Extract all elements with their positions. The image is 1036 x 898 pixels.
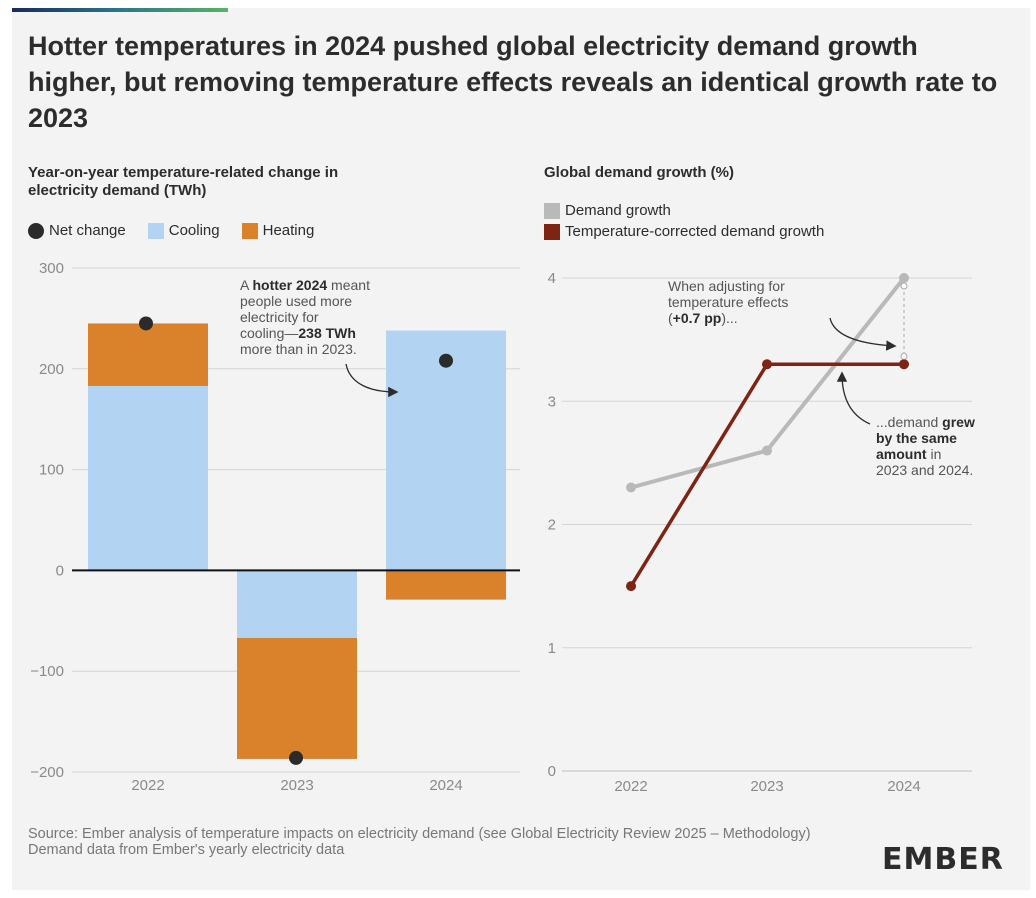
right-y-tick-label: 4 (548, 270, 556, 287)
right-annotation-top-segment: )... (721, 310, 737, 326)
net-change-dot-2023 (289, 750, 303, 765)
right-annotation-bottom-segment: in (927, 446, 942, 462)
right-annotation-bottom-segment: ...demand (876, 414, 942, 430)
left-y-tick-label: −100 (30, 663, 64, 680)
net-change-dot-2024 (439, 353, 453, 368)
left-y-tick-label: 300 (39, 260, 64, 277)
series-point-temperature-corrected-2022 (626, 581, 636, 592)
source-line-2: Demand data from Ember's yearly electric… (28, 842, 345, 858)
right-annotation-top-segment: +0.7 pp (673, 310, 722, 326)
right-annotation-bottom: ...demand grew by the same amount in 2023 a… (876, 414, 975, 478)
bar-heating-2024 (386, 570, 506, 600)
right-annotation-top-segment: ( (668, 310, 673, 326)
right-annotation-bottom-arrow (836, 371, 871, 425)
right-annotation-top-segment: When adjusting for (668, 278, 785, 294)
legend-heating-label: Heating (262, 222, 315, 239)
legend-demand-growth-label: Demand growth (565, 202, 671, 219)
right-annotation-bottom-segment: 2023 and 2024. (876, 462, 973, 478)
source-note: Source: Ember analysis of temperature im… (28, 826, 848, 858)
right-y-tick-label: 2 (548, 517, 556, 534)
legend-cooling: Cooling (147, 222, 220, 239)
right-y-tick-label: 3 (548, 393, 556, 410)
series-point-temperature-corrected-2023 (762, 359, 772, 370)
left-chart-title: Year-on-year temperature-related change … (28, 164, 339, 199)
left-annotation: A hotter 2024 meant people used more elect… (240, 277, 370, 357)
left-annotation-segment: 238 TWh (298, 325, 356, 341)
series-point-demand-growth-2023 (762, 445, 772, 456)
right-annotation-top-segment: temperature effects (668, 294, 788, 310)
right-y-tick-label: 0 (548, 763, 556, 780)
right-line-chart: 0 1 2 3 4 2022 2023 2024 When adjusting for tempe… (548, 270, 975, 795)
left-annotation-segment: more than in 2023. (240, 341, 357, 357)
left-y-tick-label: 0 (56, 562, 64, 579)
legend-demand-growth: Demand growth (544, 202, 671, 219)
right-annotation-top: When adjusting for temperature effects (+0… (668, 278, 788, 326)
left-bar-chart: −200 −100 0 100 200 300 2022 2023 2024 A hotter 2… (30, 260, 520, 794)
legend-net-change-label: Net change (49, 222, 126, 239)
right-chart-legend: Demand growth Temperature-corrected dema… (544, 202, 846, 244)
left-annotation-segment: people used more (240, 293, 352, 309)
ember-logo: EMBER (882, 842, 1004, 877)
net-change-dot-2022 (139, 316, 153, 331)
bar-heating-2023 (237, 637, 357, 759)
demand-growth-swatch (544, 202, 560, 219)
gap-indicator-top (900, 282, 908, 290)
left-annotation-segment: cooling— (240, 325, 298, 341)
legend-temp-corrected-label: Temperature-corrected demand growth (565, 223, 825, 240)
right-annotation-bottom-segment: grew (942, 414, 975, 430)
cooling-swatch (147, 222, 164, 239)
left-annotation-segment: A (240, 277, 252, 293)
right-annotation-bottom-segment: by the same (876, 430, 957, 446)
right-annotation-top-arrow (829, 317, 897, 351)
left-annotation-arrow (345, 363, 399, 398)
legend-net-change: Net change (28, 222, 126, 239)
heating-swatch (241, 222, 258, 239)
bar-cooling-2023 (237, 570, 357, 638)
gap-indicator-bottom (900, 352, 908, 360)
right-y-tick-label: 1 (548, 640, 556, 657)
left-y-tick-label: −200 (30, 764, 64, 781)
net-change-swatch (28, 222, 44, 239)
legend-temp-corrected: Temperature-corrected demand growth (544, 223, 824, 240)
right-x-tick-label: 2023 (750, 778, 783, 795)
left-x-tick-label: 2024 (429, 777, 462, 794)
left-annotation-segment: electricity for (240, 309, 319, 325)
bar-cooling-2024 (386, 330, 506, 571)
left-y-tick-label: 200 (39, 361, 64, 378)
right-x-tick-label: 2022 (614, 778, 647, 795)
left-x-tick-label: 2023 (280, 777, 313, 794)
series-point-demand-growth-2024 (899, 273, 909, 283)
right-x-tick-label: 2024 (887, 778, 920, 795)
right-chart-title: Global demand growth (%) (544, 164, 734, 181)
legend-cooling-label: Cooling (168, 222, 220, 239)
series-point-temperature-corrected-2024 (899, 359, 909, 370)
legend-heating: Heating (241, 222, 315, 239)
left-annotation-segment: hotter 2024 (252, 277, 327, 293)
left-chart-legend: Net change Cooling Heating (28, 222, 336, 239)
brand-accent-bar (12, 8, 228, 12)
left-x-tick-label: 2022 (131, 777, 164, 794)
series-point-demand-growth-2022 (626, 482, 636, 493)
left-y-tick-label: 100 (39, 462, 64, 479)
right-annotation-bottom-segment: amount (876, 446, 927, 462)
left-annotation-segment: meant (327, 277, 370, 293)
bar-heating-2022 (88, 323, 208, 386)
page-title: Hotter temperatures in 2024 pushed globa… (28, 31, 998, 133)
source-line-1: Source: Ember analysis of temperature im… (28, 826, 811, 842)
temp-corrected-swatch (544, 223, 560, 240)
bar-cooling-2022 (88, 385, 208, 571)
